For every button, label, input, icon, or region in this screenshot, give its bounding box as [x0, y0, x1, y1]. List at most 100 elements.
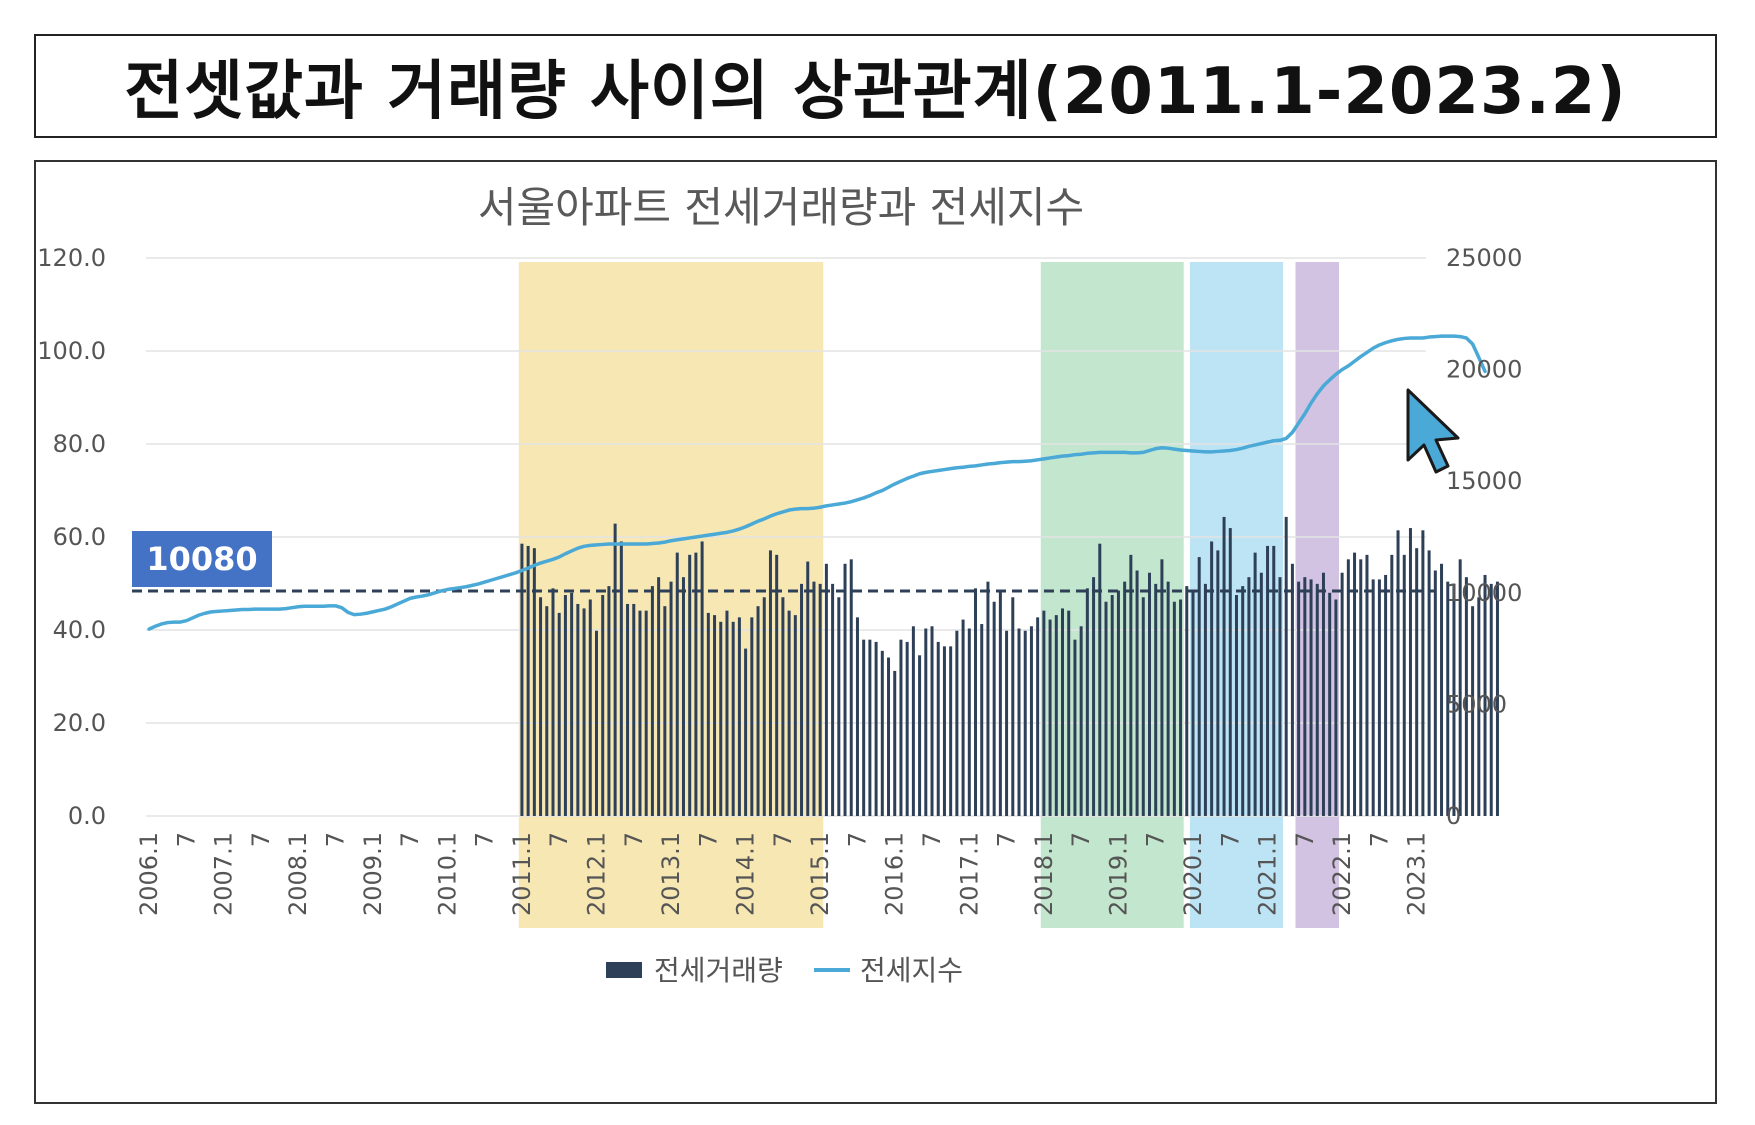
volume-bar — [1483, 574, 1487, 816]
slide-title: 전셋값과 거래량 사이의 상관관계(2011.1-2023.2) — [124, 55, 1627, 129]
volume-bar — [1340, 572, 1344, 816]
x-tick-label: 7 — [1067, 832, 1095, 847]
volume-bar — [644, 610, 648, 816]
volume-bar — [650, 586, 654, 816]
volume-bar — [594, 630, 598, 816]
chart-svg: 10080 120.0 100.0 80.0 60.0 40.0 20.0 0.0 2500… — [37, 183, 1522, 987]
volume-bar — [1085, 588, 1089, 816]
index-line — [147, 334, 1487, 631]
volume-bar — [1421, 530, 1425, 816]
volume-bar — [1390, 554, 1394, 816]
volume-bar — [750, 617, 754, 816]
highlight-band-3 — [1189, 262, 1284, 928]
x-tick-label: 7 — [1365, 832, 1393, 847]
volume-bar — [800, 583, 804, 816]
volume-bar — [1147, 572, 1151, 816]
volume-bar — [638, 610, 642, 816]
volume-bar — [930, 626, 934, 816]
volume-bar — [1061, 608, 1065, 816]
mouse-cursor-icon — [1406, 388, 1460, 474]
volume-bar — [918, 655, 922, 816]
volume-bar — [1266, 545, 1270, 816]
volume-bar — [768, 550, 772, 816]
volume-bar — [1054, 615, 1058, 816]
volume-bar — [831, 583, 835, 816]
volume-bar — [1303, 577, 1307, 816]
volume-bar — [806, 561, 810, 816]
volume-bar — [613, 523, 617, 816]
volume-bar — [1092, 577, 1096, 816]
volume-bars — [520, 516, 1499, 816]
volume-bar — [1048, 619, 1052, 816]
volume-bar — [855, 617, 859, 816]
volume-bar — [911, 626, 915, 816]
volume-bar — [924, 628, 928, 816]
x-tick-label: 2007.1 — [210, 832, 238, 916]
volume-bar — [1160, 559, 1164, 816]
x-tick-label: 7 — [471, 832, 499, 847]
x-tick-label: 7 — [172, 832, 200, 847]
volume-bar — [539, 597, 543, 816]
volume-bar — [899, 639, 903, 816]
volume-bar — [1452, 583, 1456, 816]
volume-bar — [520, 543, 524, 816]
volume-bar — [1005, 630, 1009, 816]
volume-bar — [974, 588, 978, 816]
volume-bar — [737, 617, 741, 816]
volume-bar — [1489, 583, 1493, 816]
x-tick-label: 7 — [620, 832, 648, 847]
x-tick-label: 2008.1 — [284, 832, 312, 916]
x-tick-label: 2019.1 — [1104, 832, 1132, 916]
volume-bar — [1464, 577, 1468, 816]
volume-bar — [787, 610, 791, 816]
volume-bar — [1471, 606, 1475, 816]
x-tick-label: 2017.1 — [955, 832, 983, 916]
volume-bar — [1073, 639, 1077, 816]
volume-bar — [563, 595, 567, 816]
volume-bar — [1210, 541, 1214, 816]
volume-bar — [880, 650, 884, 816]
volume-bar — [812, 581, 816, 816]
x-tick-label: 7 — [918, 832, 946, 847]
highlight-ranges — [518, 262, 1340, 928]
volume-bar — [551, 588, 555, 816]
volume-bar — [1290, 563, 1294, 816]
x-tick-label: 7 — [322, 832, 350, 847]
x-tick-label: 7 — [545, 832, 573, 847]
volume-bar — [1023, 630, 1027, 816]
x-tick-label: 2016.1 — [881, 832, 909, 916]
chart-frame: 10080 120.0 100.0 80.0 60.0 40.0 20.0 0.0 2500… — [34, 160, 1717, 1104]
y-right-tick-label: 20000 — [1446, 356, 1522, 384]
volume-bar — [862, 639, 866, 816]
volume-bar — [619, 541, 623, 816]
x-tick-label: 2020.1 — [1179, 832, 1207, 916]
volume-bar — [632, 603, 636, 816]
volume-bar — [1446, 581, 1450, 816]
volume-bar — [731, 621, 735, 816]
volume-bar — [1321, 572, 1325, 816]
y-left-tick-label: 0.0 — [68, 802, 106, 830]
volume-bar — [905, 641, 909, 816]
legend-swatch-volume — [606, 962, 642, 978]
volume-bar — [663, 606, 667, 816]
volume-bar — [1328, 592, 1332, 816]
legend-label-index: 전세지수 — [860, 954, 963, 987]
volume-bar — [1495, 581, 1499, 816]
volume-bar — [849, 559, 853, 816]
legend-label-volume: 전세거래량 — [654, 954, 783, 987]
volume-bar — [601, 595, 605, 816]
volume-bar — [1278, 577, 1282, 816]
volume-bar — [545, 606, 549, 816]
volume-bar — [756, 606, 760, 816]
volume-bar — [1172, 601, 1176, 816]
volume-bar — [775, 554, 779, 816]
volume-bar — [681, 577, 685, 816]
y-left-tick-label: 120.0 — [37, 244, 106, 272]
volume-bar — [1166, 581, 1170, 816]
volume-bar — [626, 603, 630, 816]
volume-bar — [1371, 579, 1375, 816]
volume-bar — [1415, 548, 1419, 816]
volume-bar — [1222, 516, 1226, 816]
volume-bar — [986, 581, 990, 816]
volume-bar — [1116, 590, 1120, 816]
